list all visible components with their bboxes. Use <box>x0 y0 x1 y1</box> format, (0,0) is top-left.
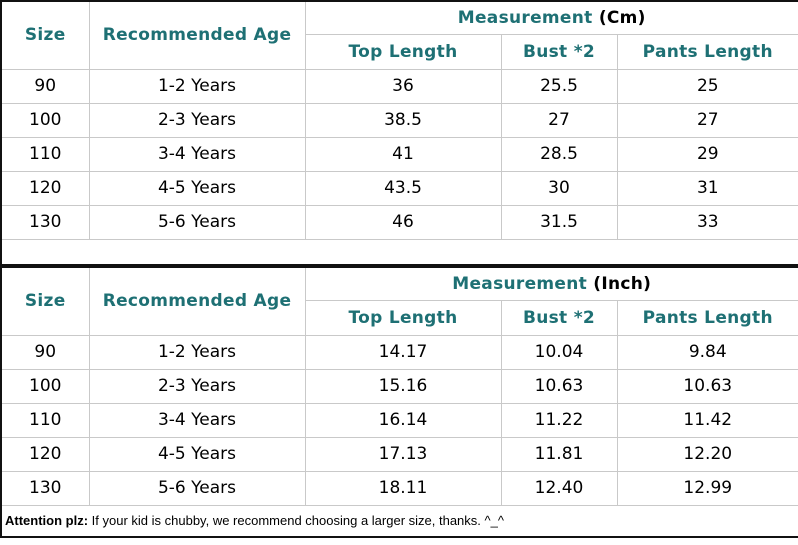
measurement-label: Measurement <box>457 7 593 28</box>
pants-length-cell: 9.84 <box>616 334 798 370</box>
size-cell: 110 <box>0 402 90 438</box>
pants-length-cell: 29 <box>616 136 798 172</box>
size-cell: 130 <box>0 204 90 240</box>
header-row-title: Size Recommended Age Measurement (Inch) <box>0 266 798 336</box>
measurement-unit: (Inch) <box>593 273 652 294</box>
age-cell: 4-5 Years <box>88 170 306 206</box>
size-chart-cm-table: Size Recommended Age Measurement (Cm) To… <box>0 0 798 266</box>
size-cell: 100 <box>0 102 90 138</box>
top-length-header: Top Length <box>304 299 502 336</box>
table-row: 90 1-2 Years 14.17 10.04 9.84 <box>0 334 798 370</box>
pants-length-cell: 27 <box>616 102 798 138</box>
spacer-cell <box>1 238 798 266</box>
table-row: 100 2-3 Years 38.5 27 27 <box>0 102 798 138</box>
pants-length-cell: 11.42 <box>616 402 798 438</box>
age-cell: 4-5 Years <box>88 436 306 472</box>
bust-cell: 11.81 <box>500 436 618 472</box>
table-row: 130 5-6 Years 46 31.5 33 <box>0 204 798 240</box>
size-cell: 120 <box>0 170 90 206</box>
top-length-cell: 43.5 <box>304 170 502 206</box>
pants-length-cell: 10.63 <box>616 368 798 404</box>
age-cell: 5-6 Years <box>88 204 306 240</box>
size-cell: 110 <box>0 136 90 172</box>
age-cell: 1-2 Years <box>88 68 306 104</box>
top-length-cell: 15.16 <box>304 368 502 404</box>
bust-cell: 28.5 <box>500 136 618 172</box>
pants-length-cell: 12.99 <box>616 470 798 506</box>
table-row: 120 4-5 Years 17.13 11.81 12.20 <box>0 436 798 472</box>
size-cell: 100 <box>0 368 90 404</box>
top-length-header: Top Length <box>304 33 502 70</box>
measurement-header: Measurement (Inch) <box>304 266 798 301</box>
top-length-cell: 46 <box>304 204 502 240</box>
age-cell: 1-2 Years <box>88 334 306 370</box>
pants-length-cell: 25 <box>616 68 798 104</box>
age-column-header: Recommended Age <box>88 266 306 336</box>
top-length-cell: 38.5 <box>304 102 502 138</box>
attention-note: Attention plz: If your kid is chubby, we… <box>0 504 798 538</box>
size-column-header: Size <box>0 266 90 336</box>
spacer-row <box>1 238 798 266</box>
pants-length-header: Pants Length <box>616 299 798 336</box>
age-cell: 3-4 Years <box>88 402 306 438</box>
size-cell: 130 <box>0 470 90 506</box>
table-row: 120 4-5 Years 43.5 30 31 <box>0 170 798 206</box>
bust-cell: 31.5 <box>500 204 618 240</box>
measurement-header: Measurement (Cm) <box>304 0 798 35</box>
age-cell: 3-4 Years <box>88 136 306 172</box>
bust-cell: 27 <box>500 102 618 138</box>
top-length-cell: 36 <box>304 68 502 104</box>
age-column-header: Recommended Age <box>88 0 306 70</box>
size-chart-inch-table: Size Recommended Age Measurement (Inch) … <box>0 266 798 538</box>
table-row: 100 2-3 Years 15.16 10.63 10.63 <box>0 368 798 404</box>
size-column-header: Size <box>0 0 90 70</box>
attention-note-row: Attention plz: If your kid is chubby, we… <box>0 504 798 538</box>
pants-length-header: Pants Length <box>616 33 798 70</box>
top-length-cell: 18.11 <box>304 470 502 506</box>
attention-note-text: If your kid is chubby, we recommend choo… <box>91 513 504 529</box>
top-length-cell: 41 <box>304 136 502 172</box>
age-cell: 5-6 Years <box>88 470 306 506</box>
bust-cell: 30 <box>500 170 618 206</box>
measurement-label: Measurement <box>452 273 588 294</box>
table-row: 90 1-2 Years 36 25.5 25 <box>0 68 798 104</box>
table-row: 110 3-4 Years 41 28.5 29 <box>0 136 798 172</box>
top-length-cell: 16.14 <box>304 402 502 438</box>
size-cell: 120 <box>0 436 90 472</box>
attention-note-label: Attention plz: <box>5 513 89 529</box>
pants-length-cell: 31 <box>616 170 798 206</box>
top-length-cell: 17.13 <box>304 436 502 472</box>
pants-length-cell: 12.20 <box>616 436 798 472</box>
age-cell: 2-3 Years <box>88 368 306 404</box>
table-row: 130 5-6 Years 18.11 12.40 12.99 <box>0 470 798 506</box>
measurement-unit: (Cm) <box>598 7 646 28</box>
bust-cell: 25.5 <box>500 68 618 104</box>
bust-cell: 10.04 <box>500 334 618 370</box>
bust-cell: 12.40 <box>500 470 618 506</box>
bust-header: Bust *2 <box>500 33 618 70</box>
size-cell: 90 <box>0 68 90 104</box>
pants-length-cell: 33 <box>616 204 798 240</box>
size-cell: 90 <box>0 334 90 370</box>
age-cell: 2-3 Years <box>88 102 306 138</box>
top-length-cell: 14.17 <box>304 334 502 370</box>
bust-header: Bust *2 <box>500 299 618 336</box>
table-row: 110 3-4 Years 16.14 11.22 11.42 <box>0 402 798 438</box>
bust-cell: 10.63 <box>500 368 618 404</box>
header-row-title: Size Recommended Age Measurement (Cm) <box>0 0 798 70</box>
bust-cell: 11.22 <box>500 402 618 438</box>
